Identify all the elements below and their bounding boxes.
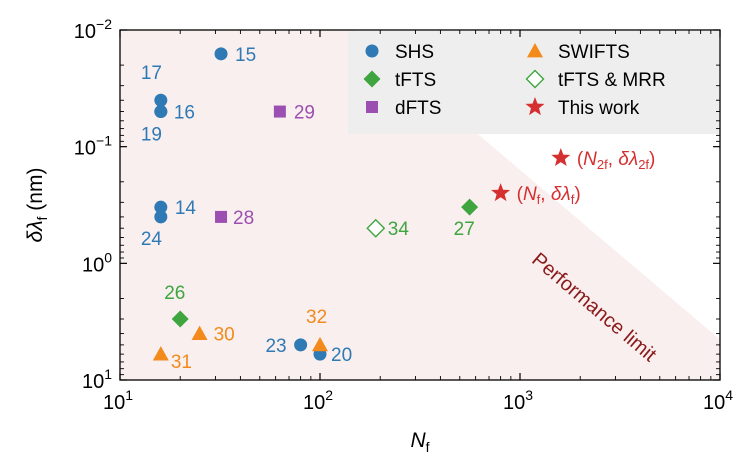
point-swifts bbox=[191, 325, 208, 340]
point-label-swifts: 32 bbox=[306, 307, 327, 328]
point-shs bbox=[214, 47, 228, 61]
point-dfts bbox=[215, 210, 228, 223]
y-tick-label: 10−1 bbox=[74, 133, 112, 160]
point-shs bbox=[154, 200, 168, 214]
performance-limit-region bbox=[120, 30, 720, 380]
point-label-this_work: (Nf, δλf) bbox=[517, 184, 581, 207]
point-shs bbox=[154, 105, 168, 119]
legend-label-shs: SHS bbox=[395, 42, 434, 63]
x-tick-label: 103 bbox=[503, 387, 533, 414]
point-label-swifts: 31 bbox=[171, 352, 192, 373]
point-label-shs: 23 bbox=[265, 336, 286, 357]
point-swifts bbox=[152, 346, 169, 361]
y-tick-label: 10−2 bbox=[74, 16, 112, 43]
legend-label-swifts: SWIFTS bbox=[558, 42, 630, 63]
point-shs bbox=[154, 210, 168, 224]
point-label-mrr: 34 bbox=[388, 219, 410, 240]
point-label-shs: 17 bbox=[141, 63, 162, 84]
point-this_work bbox=[491, 183, 511, 202]
legend-marker-dfts bbox=[366, 101, 378, 113]
point-this_work bbox=[551, 147, 571, 167]
legend-marker-mrr bbox=[525, 69, 545, 89]
point-shs bbox=[294, 338, 308, 352]
legend-marker-shs bbox=[365, 44, 379, 58]
point-label-shs: 20 bbox=[331, 345, 352, 366]
legend-label-this_work: This work bbox=[558, 98, 640, 119]
point-label-shs: 16 bbox=[174, 103, 195, 124]
point-label-shs: 24 bbox=[141, 229, 163, 250]
point-label-this_work: (N2f, δλ2f) bbox=[577, 149, 656, 172]
point-label-shs: 14 bbox=[175, 198, 197, 219]
point-label-tfts: 27 bbox=[454, 219, 475, 240]
point-label-dfts: 29 bbox=[294, 103, 315, 124]
x-tick-label: 101 bbox=[103, 387, 133, 414]
legend-label-mrr: tFTS & MRR bbox=[558, 70, 666, 91]
point-label-dfts: 28 bbox=[233, 208, 254, 229]
point-label-shs: 19 bbox=[141, 125, 162, 146]
x-axis-label: Nf bbox=[410, 429, 429, 455]
point-mrr bbox=[366, 218, 386, 238]
x-tick-label: 104 bbox=[703, 387, 733, 414]
point-shs bbox=[154, 93, 168, 107]
point-tfts bbox=[171, 310, 189, 328]
point-dfts bbox=[273, 105, 286, 118]
legend-label-tfts: tFTS bbox=[395, 70, 436, 91]
legend-marker-this_work bbox=[525, 97, 545, 116]
y-tick-label: 101 bbox=[82, 366, 112, 393]
point-swifts bbox=[312, 336, 328, 352]
legend-marker-swifts bbox=[527, 43, 543, 58]
legend-marker-tfts bbox=[363, 70, 381, 88]
point-label-shs: 15 bbox=[235, 45, 256, 66]
point-label-tfts: 26 bbox=[164, 283, 185, 304]
x-tick-label: 102 bbox=[303, 387, 333, 414]
point-label-swifts: 30 bbox=[214, 325, 235, 346]
plot-frame bbox=[119, 29, 721, 381]
y-tick-label: 100 bbox=[82, 249, 112, 276]
point-tfts bbox=[461, 198, 479, 216]
legend-label-dfts: dFTS bbox=[395, 98, 441, 119]
y-axis-label: δλf (nm) bbox=[24, 168, 50, 243]
